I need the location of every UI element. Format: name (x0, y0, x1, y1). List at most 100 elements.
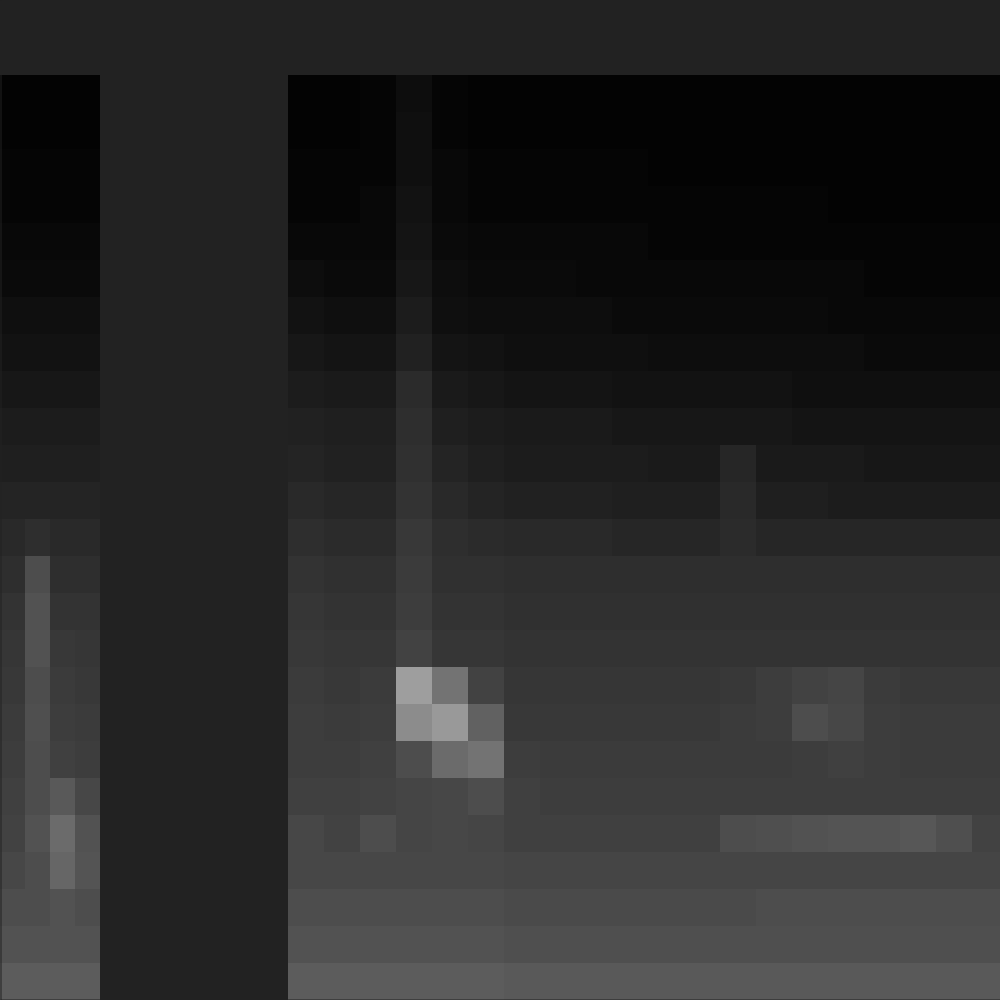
cell (756, 149, 792, 186)
cell (972, 593, 1000, 630)
cell (576, 926, 612, 963)
cell (900, 667, 936, 704)
cell (360, 334, 396, 371)
cell (50, 519, 75, 556)
cell (684, 75, 720, 112)
cell (756, 667, 792, 704)
cell (50, 149, 75, 186)
cell (792, 149, 828, 186)
cell (50, 630, 75, 667)
cell (75, 482, 100, 519)
cell (432, 149, 468, 186)
cell (360, 556, 396, 593)
cell (612, 704, 648, 741)
cell (864, 445, 900, 482)
cell (684, 482, 720, 519)
cell (648, 334, 684, 371)
masked-cell (100, 556, 288, 593)
cell (504, 593, 540, 630)
axis-line (1, 1, 2, 1000)
cell (612, 149, 648, 186)
cell (396, 445, 432, 482)
cell (0, 630, 25, 667)
cell (324, 75, 360, 112)
cell (828, 889, 864, 926)
cell (972, 371, 1000, 408)
cell (936, 926, 972, 963)
cell (288, 556, 324, 593)
cell (900, 408, 936, 445)
cell (0, 445, 25, 482)
cell (576, 112, 612, 149)
cell (0, 408, 25, 445)
cell (288, 852, 324, 889)
cell (684, 334, 720, 371)
cell (288, 371, 324, 408)
cell (612, 889, 648, 926)
cell (0, 593, 25, 630)
cell (792, 334, 828, 371)
cell (684, 926, 720, 963)
cell (792, 630, 828, 667)
cell (324, 371, 360, 408)
cell (504, 741, 540, 778)
cell (396, 371, 432, 408)
cell (900, 482, 936, 519)
cell (900, 112, 936, 149)
cell (540, 741, 576, 778)
masked-cell (75, 0, 100, 75)
cell (612, 408, 648, 445)
cell (972, 815, 1000, 852)
cell (972, 741, 1000, 778)
cell (432, 112, 468, 149)
cell (468, 519, 504, 556)
cell (720, 778, 756, 815)
cell (324, 630, 360, 667)
cell (936, 445, 972, 482)
cell (396, 852, 432, 889)
cell (648, 260, 684, 297)
cell (828, 519, 864, 556)
cell (50, 297, 75, 334)
cell (972, 889, 1000, 926)
cell (324, 223, 360, 260)
cell (25, 815, 50, 852)
masked-cell (324, 0, 360, 75)
masked-cell (100, 75, 288, 112)
cell (288, 223, 324, 260)
cell (936, 519, 972, 556)
cell (396, 667, 432, 704)
cell (792, 75, 828, 112)
cell (360, 408, 396, 445)
cell (504, 778, 540, 815)
cell (0, 75, 25, 112)
cell (720, 408, 756, 445)
cell (720, 297, 756, 334)
cell (828, 223, 864, 260)
cell (936, 778, 972, 815)
cell (540, 260, 576, 297)
cell (324, 741, 360, 778)
cell (468, 815, 504, 852)
cell (25, 371, 50, 408)
cell (50, 852, 75, 889)
cell (324, 926, 360, 963)
cell (25, 149, 50, 186)
cell (432, 297, 468, 334)
cell (612, 482, 648, 519)
cell (432, 593, 468, 630)
cell (25, 519, 50, 556)
cell (288, 186, 324, 223)
cell (936, 741, 972, 778)
cell (540, 408, 576, 445)
cell (396, 556, 432, 593)
cell (576, 815, 612, 852)
cell (288, 112, 324, 149)
cell (540, 519, 576, 556)
cell (792, 519, 828, 556)
cell (75, 593, 100, 630)
cells (0, 0, 1000, 1000)
cell (612, 371, 648, 408)
cell (360, 75, 396, 112)
cell (360, 778, 396, 815)
